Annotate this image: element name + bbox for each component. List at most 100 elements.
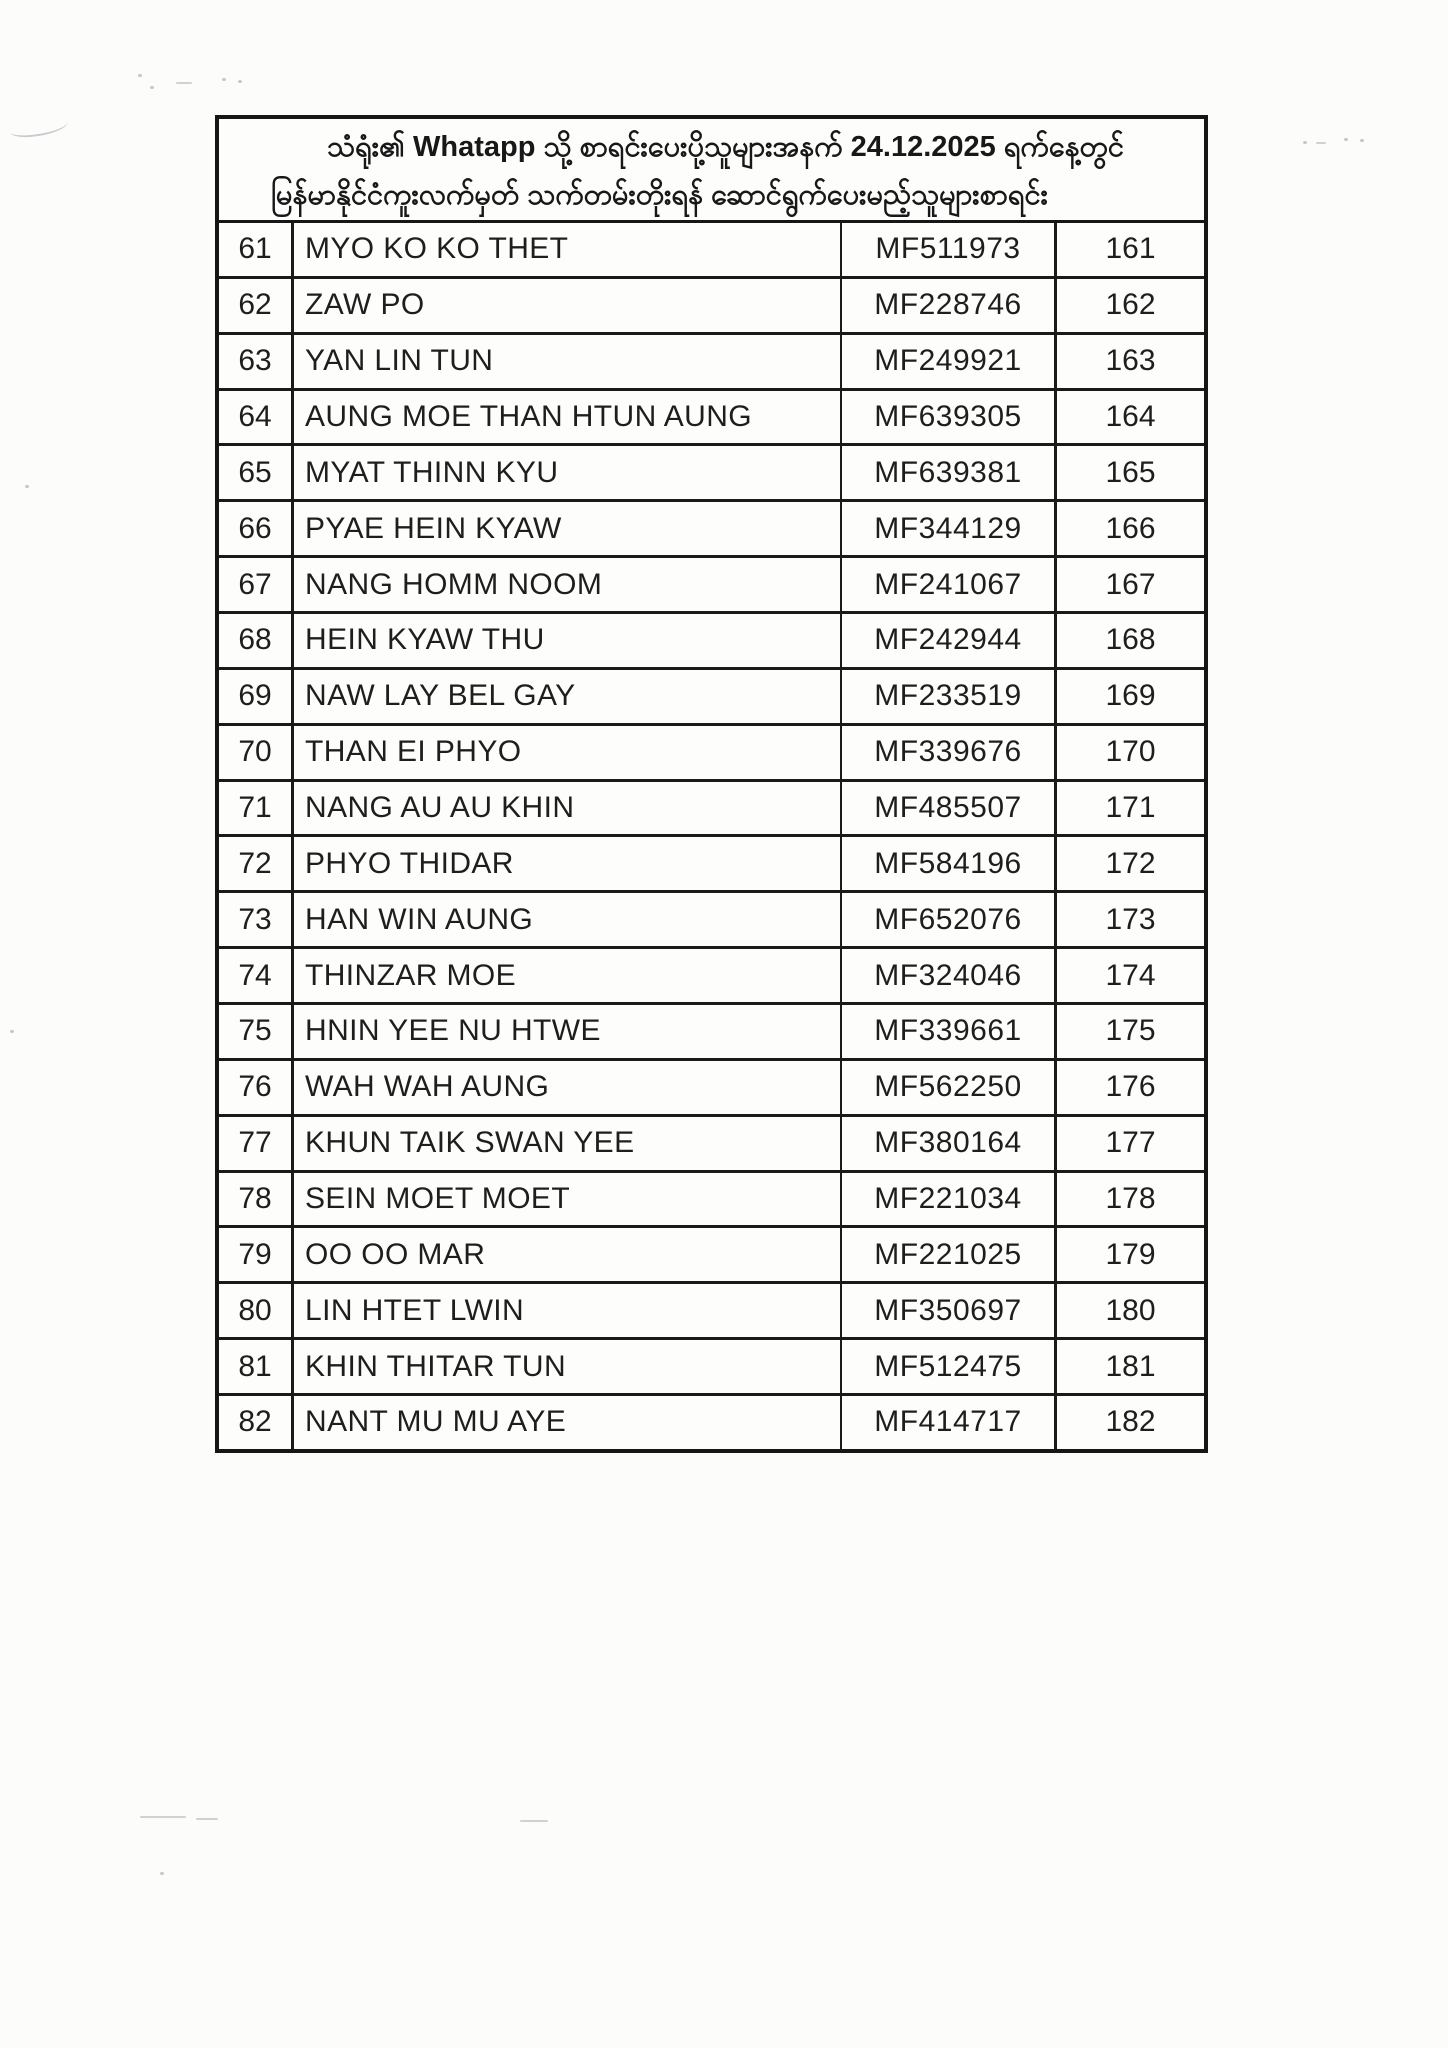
passport-number-cell: MF485507 <box>842 781 1057 835</box>
table-row: 78 SEIN MOET MOET MF221034 178 <box>219 1169 1204 1226</box>
row-number-cell: 77 <box>219 1116 294 1170</box>
table-body: 61 MYO KO KO THET MF511973 161 62 ZAW PO MF228… <box>219 223 1204 1449</box>
row-number-cell: 61 <box>219 223 294 276</box>
table-row: 68 HEIN KYAW THU MF242944 168 <box>219 611 1204 667</box>
name-cell: NANG AU AU KHIN <box>294 781 842 835</box>
row-number-cell: 79 <box>219 1228 294 1282</box>
table-row: 67 NANG HOMM NOOM MF241067 167 <box>219 555 1204 612</box>
table-title-line1: သံရုံး၏ Whatapp သို့ စာရင်းပေးပို့သူများ… <box>327 130 1124 163</box>
row-number-cell: 73 <box>219 893 294 947</box>
name-cell: THINZAR MOE <box>294 949 842 1003</box>
table-row: 70 THAN EI PHYO MF339676 170 <box>219 722 1204 779</box>
name-cell: PHYO THIDAR <box>294 837 842 891</box>
serial-number-cell: 162 <box>1105 288 1156 322</box>
serial-number-cell: 177 <box>1105 1126 1156 1160</box>
passport-number-cell: MF242944 <box>842 614 1057 667</box>
row-number-cell: 82 <box>219 1396 294 1449</box>
row-number-cell: 66 <box>219 502 294 556</box>
passport-number-cell: MF639381 <box>842 446 1057 500</box>
name-cell: AUNG MOE THAN HTUN AUNG <box>294 390 842 444</box>
scan-artifact <box>196 1818 218 1820</box>
row-number-cell: 69 <box>219 669 294 723</box>
name-cell: NANG HOMM NOOM <box>294 558 842 612</box>
name-cell: KHIN THITAR TUN <box>294 1340 842 1394</box>
name-cell: NANT MU MU AYE <box>294 1396 842 1449</box>
serial-number-cell: 171 <box>1105 791 1156 825</box>
passport-number-cell: MF249921 <box>842 334 1057 388</box>
scan-artifact <box>238 80 242 83</box>
name-cell: MYAT THINN KYU <box>294 446 842 500</box>
serial-number-cell: 163 <box>1105 344 1156 378</box>
serial-number-cell: 179 <box>1105 1237 1156 1271</box>
passport-renewal-table: သံရုံး၏ Whatapp သို့ စာရင်းပေးပို့သူများ… <box>215 115 1208 1453</box>
table-row: 65 MYAT THINN KYU MF639381 165 <box>219 443 1204 500</box>
row-number-cell: 62 <box>219 278 294 332</box>
row-number-cell: 63 <box>219 334 294 388</box>
row-number-cell: 76 <box>219 1060 294 1114</box>
serial-number-cell: 180 <box>1105 1293 1156 1327</box>
serial-number-cell: 165 <box>1105 455 1156 489</box>
passport-number-cell: MF652076 <box>842 893 1057 947</box>
row-number-cell: 72 <box>219 837 294 891</box>
row-number-cell: 64 <box>219 390 294 444</box>
table-title: သံရုံး၏ Whatapp သို့ စာရင်းပေးပို့သူများ… <box>219 119 1204 223</box>
table-row: 77 KHUN TAIK SWAN YEE MF380164 177 <box>219 1113 1204 1170</box>
table-row: 66 PYAE HEIN KYAW MF344129 166 <box>219 499 1204 556</box>
scan-artifact <box>140 1816 186 1818</box>
passport-number-cell: MF241067 <box>842 558 1057 612</box>
table-title-line2: မြန်မာနိုင်ငံကူးလက်မှတ် သက်တမ်းတိုးရန် ဆ… <box>271 178 1048 211</box>
name-cell: HNIN YEE NU HTWE <box>294 1005 842 1058</box>
table-row: 73 HAN WIN AUNG MF652076 173 <box>219 890 1204 947</box>
scan-artifact <box>1360 139 1364 142</box>
passport-number-cell: MF562250 <box>842 1060 1057 1114</box>
serial-number-cell: 169 <box>1105 679 1156 713</box>
passport-number-cell: MF233519 <box>842 669 1057 723</box>
scan-artifact <box>9 114 69 140</box>
serial-number-cell: 167 <box>1105 567 1156 601</box>
scan-artifact <box>1316 142 1326 144</box>
passport-number-cell: MF350697 <box>842 1284 1057 1338</box>
serial-number-cell: 166 <box>1105 511 1156 545</box>
row-number-cell: 78 <box>219 1172 294 1226</box>
scan-artifact <box>1344 138 1348 141</box>
passport-number-cell: MF380164 <box>842 1116 1057 1170</box>
table-row: 76 WAH WAH AUNG MF562250 176 <box>219 1057 1204 1114</box>
scan-artifact <box>520 1820 548 1822</box>
passport-number-cell: MF511973 <box>842 223 1057 276</box>
scan-artifact <box>25 485 29 488</box>
serial-number-cell: 164 <box>1105 400 1156 433</box>
name-cell: WAH WAH AUNG <box>294 1060 842 1114</box>
name-cell: HEIN KYAW THU <box>294 614 842 667</box>
scan-artifact <box>10 1030 14 1033</box>
serial-number-cell: 175 <box>1105 1014 1156 1048</box>
row-number-cell: 68 <box>219 614 294 667</box>
table-row: 74 THINZAR MOE MF324046 174 <box>219 946 1204 1003</box>
passport-number-cell: MF344129 <box>842 502 1057 556</box>
row-number-cell: 71 <box>219 781 294 835</box>
serial-number-cell: 174 <box>1105 958 1156 992</box>
passport-number-cell: MF339676 <box>842 725 1057 779</box>
row-number-cell: 75 <box>219 1005 294 1058</box>
table-row: 69 NAW LAY BEL GAY MF233519 169 <box>219 666 1204 723</box>
name-cell: NAW LAY BEL GAY <box>294 669 842 723</box>
scan-artifact <box>176 82 192 84</box>
passport-number-cell: MF221034 <box>842 1172 1057 1226</box>
table-row: 62 ZAW PO MF228746 162 <box>219 275 1204 332</box>
scan-artifact <box>160 1872 164 1875</box>
row-number-cell: 74 <box>219 949 294 1003</box>
name-cell: LIN HTET LWIN <box>294 1284 842 1338</box>
name-cell: ZAW PO <box>294 278 842 332</box>
serial-number-cell: 172 <box>1105 846 1156 880</box>
table-row: 79 OO OO MAR MF221025 179 <box>219 1225 1204 1282</box>
scan-artifact <box>1303 141 1307 144</box>
row-number-cell: 81 <box>219 1340 294 1394</box>
passport-number-cell: MF324046 <box>842 949 1057 1003</box>
table-row: 72 PHYO THIDAR MF584196 172 <box>219 834 1204 891</box>
name-cell: YAN LIN TUN <box>294 334 842 388</box>
table-row: 63 YAN LIN TUN MF249921 163 <box>219 331 1204 388</box>
passport-number-cell: MF414717 <box>842 1396 1057 1449</box>
serial-number-cell: 181 <box>1105 1349 1156 1383</box>
serial-number-cell: 170 <box>1105 735 1156 769</box>
table-row: 80 LIN HTET LWIN MF350697 180 <box>219 1281 1204 1338</box>
